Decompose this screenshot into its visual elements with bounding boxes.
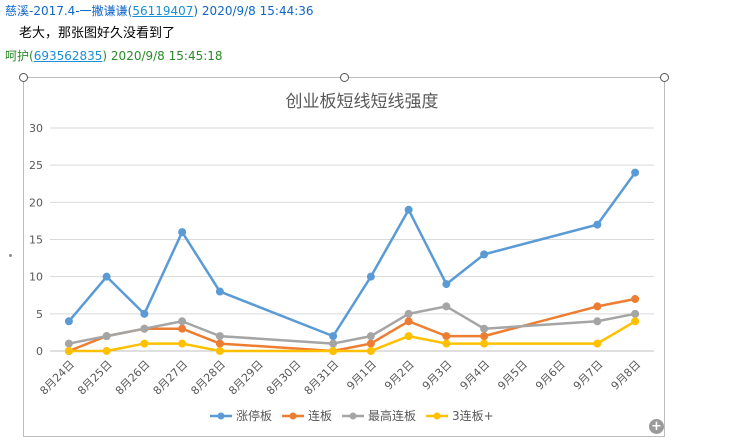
x-tick-label: 9月6日 bbox=[533, 358, 568, 393]
data-point bbox=[631, 309, 640, 318]
x-tick-label: 8月24日 bbox=[37, 358, 77, 398]
x-tick-label: 9月8日 bbox=[609, 358, 644, 393]
data-point bbox=[178, 324, 187, 333]
data-point bbox=[404, 205, 413, 214]
x-tick-label: 8月29日 bbox=[226, 358, 266, 398]
data-point bbox=[64, 347, 73, 355]
y-tick-label: 5 bbox=[36, 308, 43, 321]
x-tick-label: 9月1日 bbox=[344, 358, 379, 393]
series-line bbox=[68, 320, 636, 353]
x-tick-label: 8月27日 bbox=[151, 358, 191, 398]
x-tick-label: 9月2日 bbox=[382, 358, 417, 393]
legend-marker bbox=[349, 412, 357, 420]
message-header-1: 慈溪-2017.4-一撇谦谦(56119407) 2020/9/8 15:44:… bbox=[5, 4, 314, 18]
legend-label: 涨停板 bbox=[236, 408, 272, 423]
resize-handle-top-right[interactable] bbox=[660, 73, 669, 82]
data-point bbox=[631, 317, 640, 326]
data-point bbox=[593, 220, 602, 229]
data-point bbox=[178, 339, 187, 348]
chart-title: 创业板短线短线强度 bbox=[286, 92, 439, 112]
data-point bbox=[366, 332, 375, 341]
data-point bbox=[178, 317, 187, 326]
chart-image[interactable]: 创业板短线短线强度 0 5 10 15 20 25 30 8月24日 8月25日 8月26日 8月27… bbox=[23, 77, 665, 437]
y-tick-label: 10 bbox=[29, 271, 43, 284]
data-point bbox=[366, 272, 375, 281]
sender-id-link[interactable]: 693562835 bbox=[33, 49, 103, 63]
data-point bbox=[480, 250, 489, 259]
sender-name: 呵护 bbox=[5, 49, 30, 63]
data-point bbox=[404, 309, 413, 318]
legend-label: 最高连板 bbox=[368, 408, 416, 423]
sender-id-link[interactable]: 56119407 bbox=[132, 4, 194, 18]
y-tick-label: 25 bbox=[29, 159, 43, 172]
x-tick-label: 9月4日 bbox=[458, 358, 493, 393]
data-point bbox=[480, 324, 489, 333]
data-point bbox=[404, 317, 413, 326]
data-point bbox=[329, 339, 338, 348]
zoom-icon[interactable]: + bbox=[649, 419, 664, 434]
data-point bbox=[480, 332, 489, 341]
data-point bbox=[178, 228, 187, 237]
x-tick-label: 8月30日 bbox=[264, 358, 304, 398]
data-point bbox=[366, 347, 375, 355]
data-point bbox=[442, 339, 451, 348]
data-point bbox=[480, 339, 489, 348]
data-point bbox=[442, 302, 451, 311]
data-point bbox=[593, 302, 602, 311]
x-tick-label: 9月5日 bbox=[495, 358, 530, 393]
data-point bbox=[329, 332, 338, 341]
legend-label: 连板 bbox=[308, 408, 332, 423]
series-line bbox=[67, 171, 637, 338]
series-line bbox=[68, 305, 636, 345]
data-point bbox=[215, 287, 224, 296]
y-tick-label: 20 bbox=[29, 196, 43, 209]
x-tick-label: 8月25日 bbox=[75, 358, 115, 398]
data-point bbox=[631, 294, 640, 303]
data-point bbox=[215, 347, 224, 355]
data-point bbox=[64, 339, 73, 348]
data-point bbox=[102, 272, 111, 281]
data-point bbox=[631, 168, 640, 177]
y-tick-label: 0 bbox=[36, 345, 43, 358]
data-point bbox=[64, 317, 73, 326]
y-tick-label: 30 bbox=[29, 122, 43, 135]
message-header-2: 呵护(693562835) 2020/9/8 15:45:18 bbox=[5, 49, 223, 63]
data-point bbox=[593, 339, 602, 348]
legend-marker bbox=[433, 412, 441, 420]
data-point bbox=[442, 332, 451, 341]
message-text: 老大，那张图好久没看到了 bbox=[19, 26, 176, 41]
x-tick-label: 8月31日 bbox=[302, 358, 342, 398]
x-tick-label: 9月3日 bbox=[420, 358, 455, 393]
margin-dot bbox=[9, 254, 12, 257]
x-tick-label: 8月28日 bbox=[188, 358, 228, 398]
x-tick-label: 9月7日 bbox=[571, 358, 606, 393]
data-point bbox=[140, 324, 149, 333]
data-point bbox=[442, 280, 451, 289]
message-time: 2020/9/8 15:44:36 bbox=[201, 4, 314, 18]
line-chart: 创业板短线短线强度 0 5 10 15 20 25 30 8月24日8月25日8月26日8月27… bbox=[29, 92, 654, 423]
data-point bbox=[140, 339, 149, 348]
data-point bbox=[102, 332, 111, 341]
legend-marker bbox=[289, 412, 297, 420]
data-point bbox=[593, 317, 602, 326]
data-point bbox=[366, 339, 375, 348]
sender-name: 慈溪-2017.4-一撇谦谦 bbox=[5, 4, 128, 18]
data-point bbox=[329, 347, 338, 355]
data-point bbox=[102, 347, 111, 355]
legend-label: 3连板+ bbox=[452, 408, 494, 423]
x-tick-label: 8月26日 bbox=[113, 358, 153, 398]
resize-handle-top-left[interactable] bbox=[19, 73, 28, 82]
data-point bbox=[215, 332, 224, 341]
message-time: 2020/9/8 15:45:18 bbox=[110, 49, 223, 63]
data-point bbox=[140, 309, 149, 318]
data-point bbox=[215, 339, 224, 348]
y-tick-label: 15 bbox=[29, 234, 43, 247]
legend-marker bbox=[217, 412, 225, 420]
resize-handle-top[interactable] bbox=[340, 73, 349, 82]
data-point bbox=[404, 332, 413, 341]
